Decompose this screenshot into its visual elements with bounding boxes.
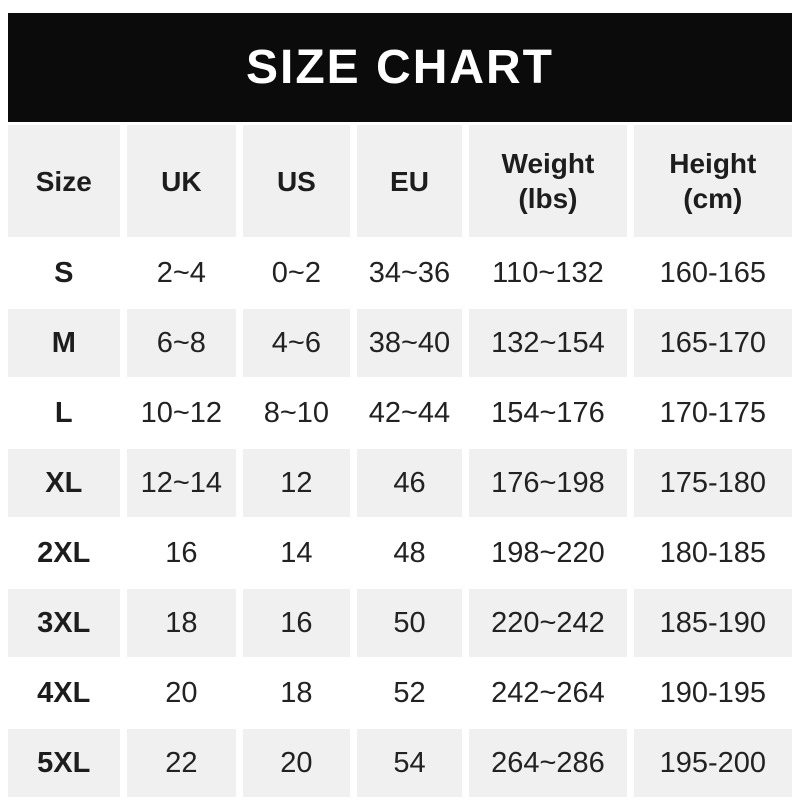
height-cell: 175-180 — [633, 449, 792, 517]
size-cell: 5XL — [8, 729, 120, 797]
column-header-label: Weight — [501, 148, 595, 179]
eu-cell: 50 — [356, 589, 463, 657]
column-header-sublabel: (lbs) — [518, 183, 578, 214]
height-cell: 165-170 — [633, 309, 792, 377]
size-cell: L — [8, 379, 120, 447]
weight-cell: 220~242 — [469, 589, 627, 657]
size-cell: S — [8, 239, 120, 307]
weight-cell: 110~132 — [469, 239, 627, 307]
eu-cell: 42~44 — [356, 379, 463, 447]
column-header-label: Size — [35, 165, 92, 197]
column-header-height: Height (cm) — [633, 125, 792, 237]
height-cell: 195-200 — [633, 729, 792, 797]
weight-cell: 264~286 — [469, 729, 627, 797]
us-cell: 8~10 — [243, 379, 350, 447]
size-cell: XL — [8, 449, 120, 517]
weight-cell: 154~176 — [469, 379, 627, 447]
weight-cell: 132~154 — [469, 309, 627, 377]
column-header-eu: EU — [356, 125, 463, 237]
eu-cell: 34~36 — [356, 239, 463, 307]
uk-cell: 10~12 — [126, 379, 237, 447]
weight-cell: 198~220 — [469, 519, 627, 587]
us-cell: 4~6 — [243, 309, 350, 377]
us-cell: 18 — [243, 659, 350, 727]
us-cell: 16 — [243, 589, 350, 657]
uk-cell: 16 — [126, 519, 237, 587]
height-cell: 180-185 — [633, 519, 792, 587]
eu-cell: 52 — [356, 659, 463, 727]
banner: SIZE CHART — [8, 13, 792, 122]
us-cell: 20 — [243, 729, 350, 797]
column-header-label: Height — [669, 148, 757, 179]
column-header-weight: Weight (lbs) — [469, 125, 627, 237]
height-cell: 160-165 — [633, 239, 792, 307]
height-cell: 185-190 — [633, 589, 792, 657]
uk-cell: 2~4 — [126, 239, 237, 307]
uk-cell: 12~14 — [126, 449, 237, 517]
uk-cell: 6~8 — [126, 309, 237, 377]
eu-cell: 38~40 — [356, 309, 463, 377]
height-cell: 170-175 — [633, 379, 792, 447]
column-header-size: Size — [8, 125, 120, 237]
column-header-uk: UK — [126, 125, 237, 237]
eu-cell: 48 — [356, 519, 463, 587]
us-cell: 0~2 — [243, 239, 350, 307]
size-cell: M — [8, 309, 120, 377]
uk-cell: 18 — [126, 589, 237, 657]
weight-cell: 176~198 — [469, 449, 627, 517]
size-table: Size UK US EU Weight (lbs) Height (cm) S… — [8, 125, 792, 797]
uk-cell: 20 — [126, 659, 237, 727]
eu-cell: 54 — [356, 729, 463, 797]
height-cell: 190-195 — [633, 659, 792, 727]
column-header-us: US — [243, 125, 350, 237]
column-header-sublabel: (cm) — [683, 183, 743, 214]
size-cell: 3XL — [8, 589, 120, 657]
us-cell: 12 — [243, 449, 350, 517]
size-cell: 4XL — [8, 659, 120, 727]
size-cell: 2XL — [8, 519, 120, 587]
page-title: SIZE CHART — [246, 40, 554, 94]
column-header-label: UK — [161, 165, 202, 197]
column-header-label: EU — [390, 165, 429, 197]
column-header-label: US — [276, 165, 316, 197]
uk-cell: 22 — [126, 729, 237, 797]
eu-cell: 46 — [356, 449, 463, 517]
us-cell: 14 — [243, 519, 350, 587]
weight-cell: 242~264 — [469, 659, 627, 727]
